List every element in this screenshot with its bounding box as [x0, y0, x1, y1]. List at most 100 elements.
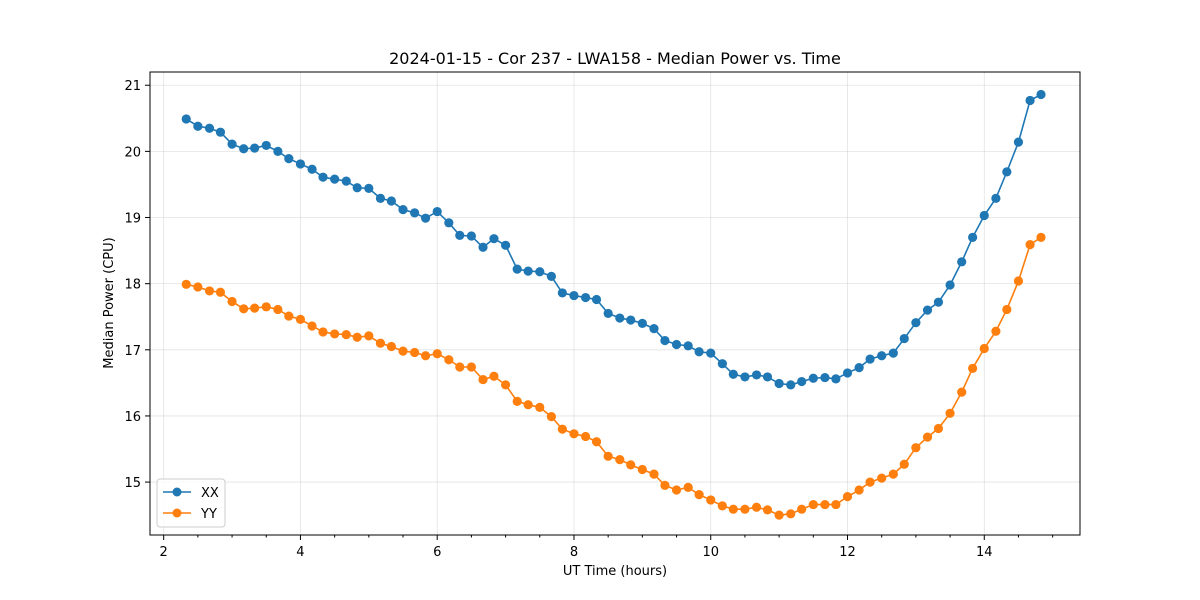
series-yy-point: [1036, 232, 1046, 242]
x-tick-label: 6: [433, 545, 441, 560]
series-yy-point: [797, 504, 807, 514]
series-yy-point: [546, 412, 557, 422]
series-xx-point: [295, 159, 306, 169]
series-xx-point: [398, 204, 408, 215]
series-yy-point: [751, 502, 762, 512]
series-yy-point: [1002, 304, 1012, 315]
series-xx-point: [626, 315, 636, 325]
series-yy-point: [728, 504, 738, 514]
legend-yy-label: YY: [200, 507, 217, 522]
series-yy-point: [774, 510, 784, 520]
series-xx-point: [500, 240, 511, 250]
series-xx-point: [193, 121, 203, 131]
series-xx-point: [420, 213, 431, 223]
series-yy-point: [295, 314, 306, 324]
series-yy-point: [512, 396, 522, 406]
series-yy-point: [181, 279, 191, 289]
series-yy-point: [352, 332, 362, 342]
series-yy-point: [466, 362, 476, 372]
series-yy-point: [420, 351, 431, 361]
series-xx-point: [478, 242, 488, 252]
series-yy-point: [877, 473, 887, 483]
series-yy-point: [615, 455, 625, 465]
series-xx-point: [797, 376, 807, 387]
series-xx-point: [239, 144, 249, 154]
series-yy-point: [694, 490, 704, 500]
series-yy-point: [386, 341, 396, 352]
series-yy-point: [261, 302, 271, 312]
series-xx-point: [649, 324, 659, 334]
series-xx-point: [204, 123, 215, 133]
series-yy-point: [364, 331, 374, 341]
axis-ticks: 2 4 6 8 10 12 14 15 16 17 18 19 20 21: [124, 79, 1054, 560]
series-xx-point: [1025, 95, 1035, 106]
series-yy-point: [683, 482, 693, 492]
series-xx-point: [432, 206, 442, 217]
series-yy: [181, 232, 1046, 520]
series-yy-point: [478, 374, 488, 385]
plot-area-frame: [149, 71, 1081, 536]
series-yy-point: [523, 400, 533, 410]
series-yy-point: [591, 437, 602, 447]
series-yy-point: [649, 469, 659, 479]
series-xx-point: [512, 264, 522, 274]
series-yy-point: [786, 509, 796, 519]
y-tick-label: 16: [124, 410, 141, 425]
x-tick-label: 14: [976, 545, 993, 560]
series-yy-point: [193, 282, 203, 292]
series-xx-point: [455, 230, 465, 240]
series-yy-point: [820, 499, 830, 510]
series-xx-point: [444, 218, 454, 228]
series-yy-point: [307, 321, 317, 331]
series-yy-point: [671, 485, 682, 495]
series-xx-point: [261, 140, 271, 151]
chart-title: 2024-01-15 - Cor 237 - LWA158 - Median P…: [389, 49, 841, 68]
series-xx-point: [318, 172, 328, 182]
series-xx-point: [466, 231, 476, 241]
series-xx-point: [603, 308, 613, 319]
series-yy-point: [250, 303, 260, 313]
series-yy-point: [204, 286, 215, 296]
series-xx-point: [1013, 137, 1024, 147]
series-xx-point: [284, 154, 294, 164]
series-yy-point: [922, 432, 933, 442]
series-yy-point: [341, 329, 351, 340]
x-axis-label: UT Time (hours): [563, 564, 667, 579]
series-yy-point: [706, 495, 716, 505]
series-yy-point: [808, 499, 818, 510]
series-xx-point: [740, 372, 750, 382]
series-xx-point: [660, 335, 670, 346]
series-yy-point: [991, 326, 1001, 336]
series-yy-point: [557, 424, 567, 434]
series-xx-point: [615, 313, 625, 323]
series-yy-point: [957, 387, 967, 397]
series-yy-point: [865, 477, 875, 487]
series-xx-point: [535, 267, 545, 277]
series-xx-point: [865, 354, 875, 364]
series-xx-point: [1036, 89, 1046, 100]
series-xx-point: [877, 351, 887, 361]
y-tick-label: 20: [124, 145, 141, 160]
series-yy-point: [455, 362, 465, 372]
series-xx-point: [215, 127, 226, 137]
series-yy-point: [637, 464, 647, 475]
series-yy-point: [717, 501, 727, 511]
x-tick-label: 12: [839, 545, 856, 560]
series-yy-point: [1025, 240, 1035, 250]
series-xx-point: [569, 290, 579, 301]
series-yy-point: [603, 451, 613, 461]
series-yy-point: [740, 504, 750, 514]
legend: XX YY: [156, 478, 226, 528]
series-xx-point: [341, 176, 351, 186]
series-yy-point: [489, 371, 499, 381]
series-yy-point: [284, 311, 294, 321]
legend-xx-label: XX: [201, 486, 219, 501]
series-xx-point: [979, 210, 989, 221]
series-xx-point: [523, 266, 533, 276]
series-xx-point: [968, 232, 978, 242]
y-tick-label: 21: [124, 79, 141, 94]
series-xx-point: [250, 143, 260, 153]
y-tick-label: 17: [124, 344, 141, 359]
series-yy-line: [186, 236, 1042, 516]
series-xx-point: [945, 280, 955, 290]
